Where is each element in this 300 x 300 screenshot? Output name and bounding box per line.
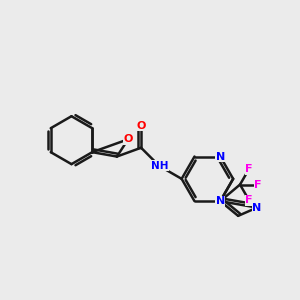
Text: F: F [245, 195, 253, 205]
Text: N: N [216, 152, 225, 161]
Text: N: N [252, 202, 262, 213]
Text: N: N [216, 196, 225, 206]
Text: O: O [123, 134, 133, 144]
Text: O: O [136, 121, 146, 131]
Text: F: F [245, 164, 253, 174]
Text: F: F [254, 180, 262, 190]
Text: NH: NH [151, 161, 168, 171]
